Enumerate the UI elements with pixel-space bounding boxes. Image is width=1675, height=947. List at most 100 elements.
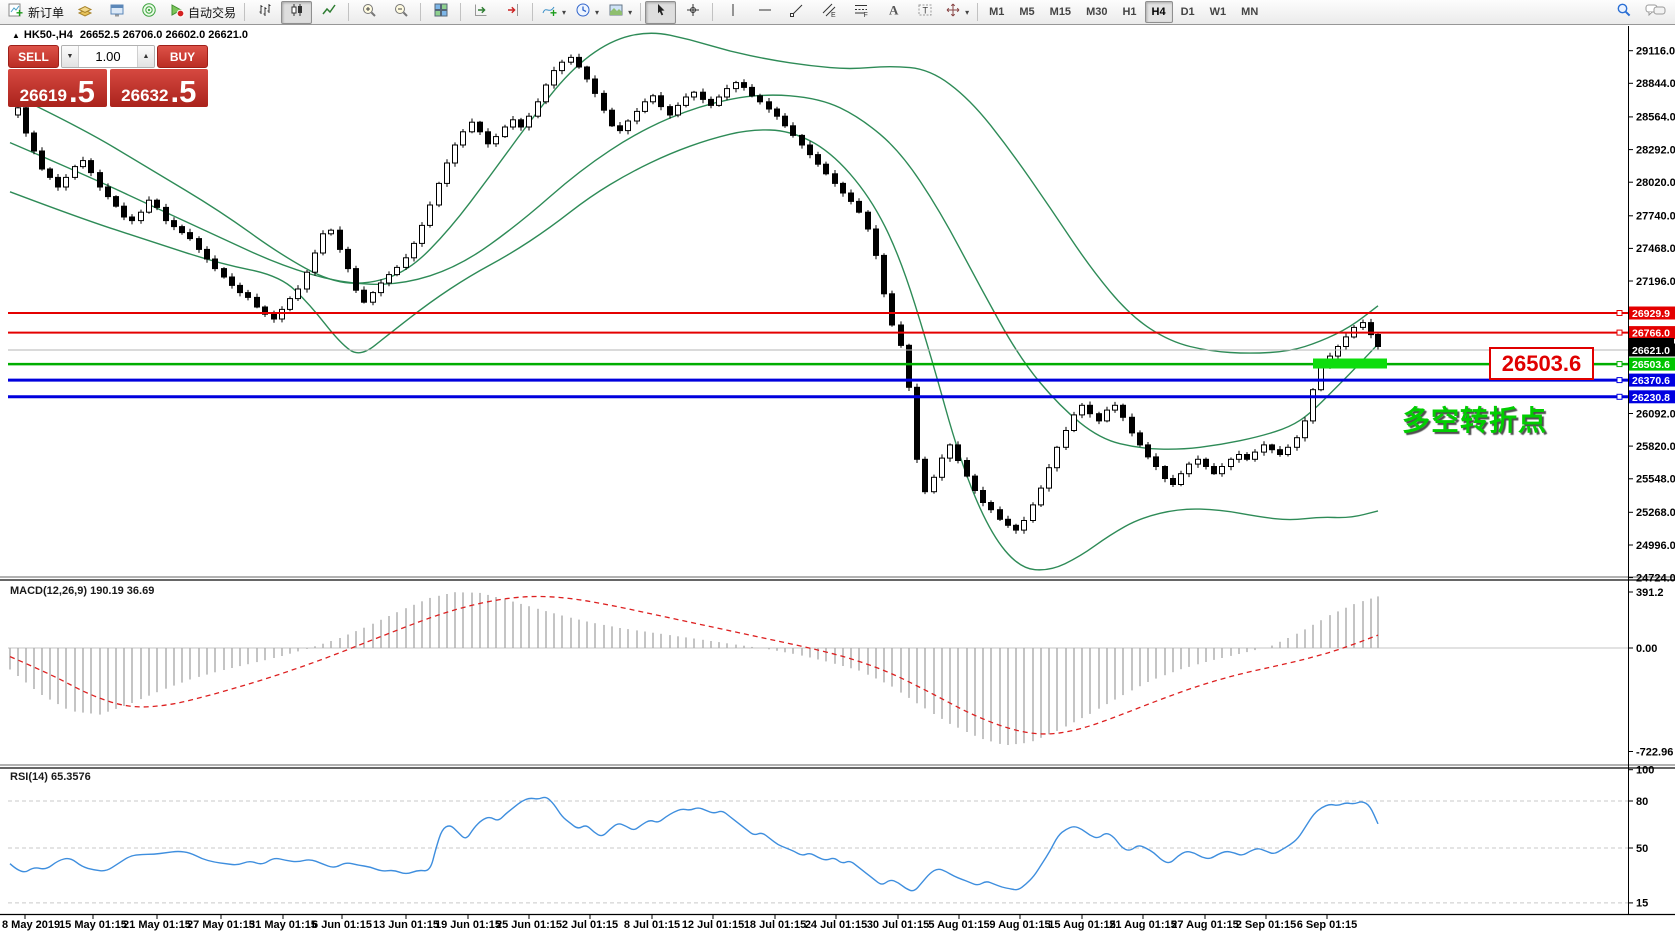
highlight-rectangle[interactable] xyxy=(1313,358,1387,369)
price-tag-26503.6 xyxy=(1629,357,1675,371)
timeframe-h4-button[interactable]: H4 xyxy=(1144,1,1173,23)
fibonacci-button[interactable]: F xyxy=(845,1,876,24)
auto-scroll-button[interactable] xyxy=(465,1,496,24)
price-tag-26621.0 xyxy=(1629,343,1675,357)
chat-button[interactable] xyxy=(1640,1,1671,24)
crosshair-button[interactable] xyxy=(677,1,708,24)
line-handle[interactable] xyxy=(1616,377,1623,384)
time-axis-label: 15 May 01:15 xyxy=(59,919,127,931)
time-axis-label: 8 Jul 01:15 xyxy=(624,919,680,931)
price-tick-label: 27196.0 xyxy=(1636,276,1675,288)
candlestick-chart-icon xyxy=(289,2,305,23)
new-order-button[interactable]: + 新订单 xyxy=(4,1,68,24)
horizontal-line-icon xyxy=(757,2,773,23)
market-watch-button[interactable] xyxy=(101,1,132,24)
cursor-button[interactable] xyxy=(645,0,677,24)
time-axis-label: 6 Jun 01:15 xyxy=(312,919,372,931)
time-axis-label: 9 Aug 01:15 xyxy=(989,919,1050,931)
volume-input[interactable] xyxy=(79,46,137,67)
timeframe-m15-button[interactable]: M15 xyxy=(1049,6,1072,18)
timeframe-mn-button[interactable]: MN xyxy=(1241,6,1259,18)
rsi-panel xyxy=(8,796,1628,904)
indicators-button[interactable]: + ▾ xyxy=(537,1,570,24)
chart-title: ▲ HK50-,H4 26652.5 26706.0 26602.0 26621.0 xyxy=(12,29,248,41)
zoom-in-button[interactable] xyxy=(353,1,384,24)
toolbar-separator xyxy=(640,3,642,21)
crosshair-icon xyxy=(685,2,701,23)
price-tick-label: 25548.0 xyxy=(1636,474,1675,486)
line-handle[interactable] xyxy=(1616,393,1623,400)
collapse-arrow-icon[interactable]: ▲ xyxy=(12,31,20,40)
zoom-out-button[interactable] xyxy=(385,1,416,24)
price-callout-label[interactable]: 26503.6 xyxy=(1489,347,1594,380)
dropdown-caret-icon[interactable]: ▾ xyxy=(628,7,633,17)
search-button[interactable] xyxy=(1608,1,1639,24)
horizontal-line-button[interactable] xyxy=(749,1,780,24)
macd-scale-label: 391.2 xyxy=(1636,587,1664,599)
dropdown-caret-icon[interactable]: ▾ xyxy=(562,7,567,17)
price-scale[interactable]: 29116.0 28844.0 28564.0 28292.0 28020.0 27740… xyxy=(1628,46,1675,910)
navigator-button[interactable] xyxy=(133,1,164,24)
rsi-scale-label: 50 xyxy=(1636,843,1648,855)
line-handle[interactable] xyxy=(1616,361,1623,368)
macd-indicator-label: MACD(12,26,9) 190.19 36.69 xyxy=(10,585,155,597)
timeframe-m5-button[interactable]: M5 xyxy=(1019,6,1035,18)
timeframe-w1-button[interactable]: W1 xyxy=(1209,6,1227,18)
svg-text:A: A xyxy=(889,2,899,17)
price-tag-label: 26621.0 xyxy=(1632,345,1670,357)
autotrade-button[interactable]: 自动交易 xyxy=(165,1,240,24)
candlestick-chart-button[interactable] xyxy=(281,0,313,24)
zoom-out-icon xyxy=(393,2,409,23)
market-depth-button[interactable] xyxy=(69,1,100,24)
rsi-scale-label: 15 xyxy=(1636,898,1648,910)
price-tag-label: 26766.0 xyxy=(1632,328,1670,340)
sell-price-fraction: .5 xyxy=(68,73,95,109)
dropdown-caret-icon[interactable]: ▾ xyxy=(595,7,600,17)
text-button[interactable]: A xyxy=(877,1,908,24)
toolbar: + 新订单 自动交易 + ▾ ▾ ▾ E F A T ▾ M1 M5 M15 M30 H1 H4 D1 W1 MN xyxy=(0,0,1675,25)
timeframe-h1-button[interactable]: H1 xyxy=(1122,6,1137,18)
line-chart-button[interactable] xyxy=(313,1,344,24)
timeframe-m1-button[interactable]: M1 xyxy=(989,6,1005,18)
rsi-indicator-label: RSI(14) 65.3576 xyxy=(10,771,91,783)
periods-button[interactable]: ▾ xyxy=(571,1,603,24)
volume-decrease-button[interactable]: ▼ xyxy=(62,46,79,67)
shapes-button[interactable]: ▾ xyxy=(941,1,973,24)
sell-button[interactable]: SELL xyxy=(8,45,59,68)
price-tick-label: 28292.0 xyxy=(1636,144,1675,156)
sell-price-panel[interactable]: 26619.5 xyxy=(8,69,107,107)
time-axis-label: 25 Jun 01:15 xyxy=(496,919,562,931)
toolbar-separator xyxy=(460,3,462,21)
line-handle[interactable] xyxy=(1616,329,1623,336)
timeframe-d1-button[interactable]: D1 xyxy=(1180,6,1195,18)
buy-price-panel[interactable]: 26632.5 xyxy=(109,69,208,107)
time-axis-label: 21 Aug 01:15 xyxy=(1109,919,1176,931)
toolbar-button-label: 自动交易 xyxy=(188,5,237,20)
templates-button[interactable]: ▾ xyxy=(604,1,636,24)
dropdown-caret-icon[interactable]: ▾ xyxy=(965,7,970,17)
label-button[interactable]: T xyxy=(909,1,940,24)
vertical-line-icon xyxy=(726,2,740,23)
time-axis-label: 30 Jul 01:15 xyxy=(867,919,929,931)
turning-point-annotation[interactable]: 多空转折点 xyxy=(1402,405,1548,436)
line-handle[interactable] xyxy=(1616,310,1623,316)
timeframe-m30-button[interactable]: M30 xyxy=(1086,6,1108,18)
volume-spinner: ▼ ▲ xyxy=(61,45,155,68)
time-axis-label: 5 Aug 01:15 xyxy=(928,919,989,931)
trendline-button[interactable] xyxy=(781,1,812,24)
price-tick-label: 27740.0 xyxy=(1636,211,1675,223)
bar-chart-button[interactable] xyxy=(249,1,280,24)
vertical-line-button[interactable] xyxy=(717,1,748,24)
tile-windows-button[interactable] xyxy=(425,1,456,24)
channel-button[interactable]: E xyxy=(813,1,844,24)
line-chart-icon xyxy=(321,2,337,23)
symbol-period-label: HK50-,H4 xyxy=(23,29,73,41)
bollinger-upper-line xyxy=(9,32,1379,354)
time-axis-label: 21 May 01:15 xyxy=(123,919,191,931)
volume-increase-button[interactable]: ▲ xyxy=(137,46,154,67)
price-tick-label: 28564.0 xyxy=(1636,112,1675,124)
buy-button[interactable]: BUY xyxy=(157,45,208,68)
chart-shift-button[interactable] xyxy=(497,1,528,24)
